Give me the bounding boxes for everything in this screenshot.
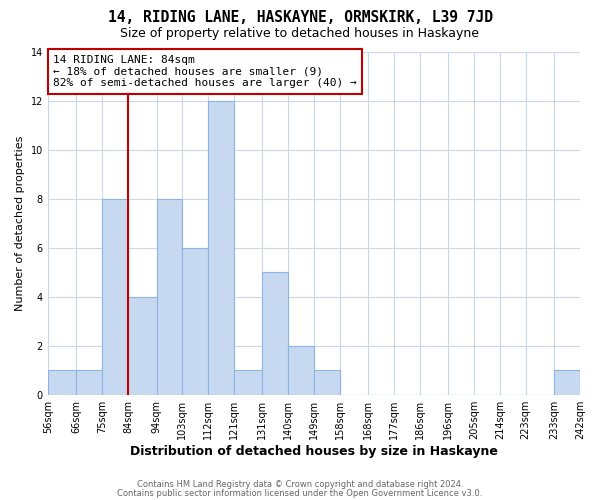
Bar bbox=[128, 296, 157, 394]
X-axis label: Distribution of detached houses by size in Haskayne: Distribution of detached houses by size … bbox=[130, 444, 498, 458]
Bar bbox=[288, 346, 314, 395]
Bar bbox=[182, 248, 208, 394]
Text: Size of property relative to detached houses in Haskayne: Size of property relative to detached ho… bbox=[121, 28, 479, 40]
Bar bbox=[554, 370, 580, 394]
Bar bbox=[314, 370, 340, 394]
Bar bbox=[262, 272, 288, 394]
Text: Contains HM Land Registry data © Crown copyright and database right 2024.: Contains HM Land Registry data © Crown c… bbox=[137, 480, 463, 489]
Bar bbox=[102, 198, 128, 394]
Bar bbox=[234, 370, 262, 394]
Bar bbox=[157, 198, 182, 394]
Bar bbox=[208, 100, 234, 395]
Bar bbox=[48, 370, 76, 394]
Text: 14 RIDING LANE: 84sqm
← 18% of detached houses are smaller (9)
82% of semi-detac: 14 RIDING LANE: 84sqm ← 18% of detached … bbox=[53, 55, 357, 88]
Text: 14, RIDING LANE, HASKAYNE, ORMSKIRK, L39 7JD: 14, RIDING LANE, HASKAYNE, ORMSKIRK, L39… bbox=[107, 10, 493, 25]
Y-axis label: Number of detached properties: Number of detached properties bbox=[15, 136, 25, 311]
Bar bbox=[76, 370, 102, 394]
Text: Contains public sector information licensed under the Open Government Licence v3: Contains public sector information licen… bbox=[118, 489, 482, 498]
